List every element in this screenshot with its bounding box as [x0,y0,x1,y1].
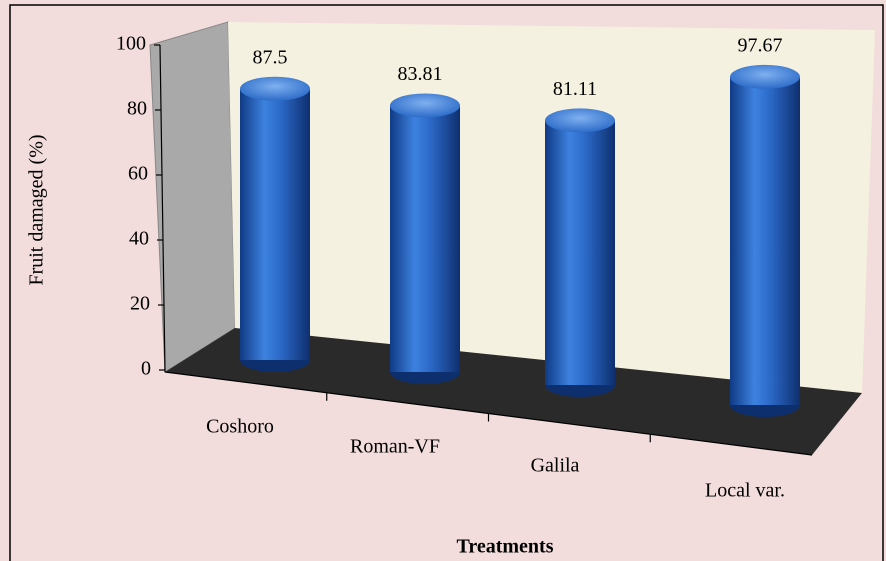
y-tick-label: 80 [127,98,147,120]
y-tick-label: 100 [116,33,146,55]
bar [545,108,615,397]
x-axis-label: Treatments [456,536,553,558]
y-tick-label: 20 [130,293,150,315]
bar-top [240,76,310,101]
bar [390,93,460,384]
x-tick-label: Local var. [705,480,785,502]
x-tick-label: Coshoro [206,416,274,438]
bar [730,64,800,417]
bar-body [545,120,615,385]
x-tick-label: Roman-VF [350,436,440,458]
bar-top [390,93,460,118]
bar-top [545,108,615,133]
floor [165,328,862,455]
y-tick-label: 40 [129,228,149,250]
bar-body [240,88,310,360]
y-axis-label: Fruit damaged (%) [26,134,48,285]
bar [240,76,310,372]
y-tick-label: 0 [141,358,151,380]
data-label: 97.67 [738,34,783,56]
y-tick-label: 60 [128,163,148,185]
bar-body [730,76,800,405]
data-label: 87.5 [253,46,288,68]
y-axis [159,44,166,373]
x-tick-label: Galila [531,455,580,477]
data-label: 81.11 [553,78,597,100]
bar-top [730,64,800,89]
data-label: 83.81 [398,63,443,85]
bar-body [390,105,460,373]
border [9,4,884,561]
